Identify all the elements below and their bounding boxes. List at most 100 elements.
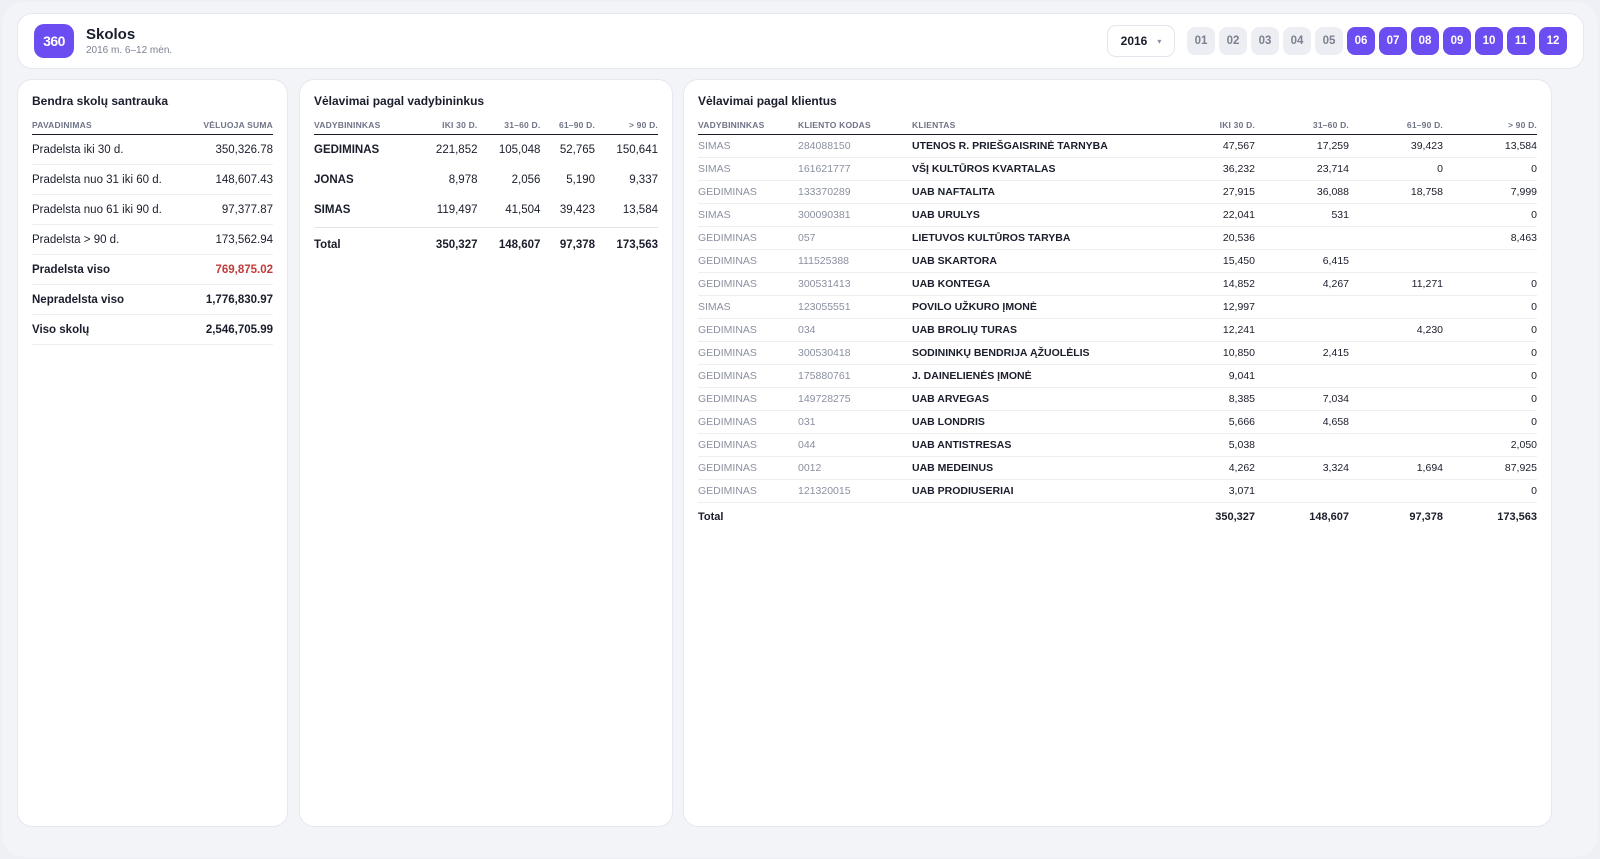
clients-cell-over-90: 13,584: [1443, 134, 1537, 158]
clients-cell-over-90: 0: [1443, 479, 1537, 503]
clients-row: GEDIMINAS 149728275 UAB ARVEGAS 8,385 7,034 0: [698, 387, 1537, 411]
summary-row: Pradelsta viso 769,875.02: [32, 254, 273, 285]
clients-cell-iki-30: 8,385: [1161, 387, 1255, 411]
month-button-07[interactable]: 07: [1379, 27, 1407, 55]
clients-cell-code: 161621777: [798, 157, 912, 181]
managers-col-90: 61–90 D.: [540, 120, 596, 135]
managers-total-over-90: 173,563: [595, 227, 658, 262]
year-select[interactable]: 2016 ▾: [1107, 25, 1175, 57]
summary-row-value: 350,326.78: [188, 134, 273, 165]
month-button-11[interactable]: 11: [1507, 27, 1535, 55]
clients-cell-manager: GEDIMINAS: [698, 364, 798, 388]
clients-cell-over-90: 0: [1443, 295, 1537, 319]
month-button-05[interactable]: 05: [1315, 27, 1343, 55]
clients-cell-61-90: [1349, 410, 1443, 434]
clients-cell-over-90: 0: [1443, 157, 1537, 181]
summary-row-value: 1,776,830.97: [188, 284, 273, 315]
summary-card-title: Bendra skolų santrauka: [32, 94, 169, 108]
month-button-02[interactable]: 02: [1219, 27, 1247, 55]
month-selector: 01 02 03 04 05 06 07 08 09 10 11 12: [1187, 27, 1567, 55]
clients-cell-61-90: 11,271: [1349, 272, 1443, 296]
clients-cell-code: 300531413: [798, 272, 912, 296]
clients-col-over90: > 90 D.: [1443, 120, 1537, 135]
clients-cell-iki-30: 5,666: [1161, 410, 1255, 434]
clients-cell-client: UAB BROLIŲ TURAS: [912, 318, 1161, 342]
month-button-06[interactable]: 06: [1347, 27, 1375, 55]
month-button-04[interactable]: 04: [1283, 27, 1311, 55]
managers-cell-61-90: 39,423: [559, 203, 596, 216]
clients-row: GEDIMINAS 0012 UAB MEDEINUS 4,262 3,324 1,694…: [698, 456, 1537, 480]
clients-cell-over-90: 87,925: [1443, 456, 1537, 480]
clients-row: GEDIMINAS 121320015 UAB PRODIUSERIAI 3,071 0: [698, 479, 1537, 503]
clients-total-manager: Total: [698, 502, 798, 531]
clients-cell-code: 284088150: [798, 134, 912, 158]
clients-cell-manager: GEDIMINAS: [698, 226, 798, 250]
clients-cell-31-60: 36,088: [1255, 180, 1349, 204]
clients-cell-manager: SIMAS: [698, 203, 798, 227]
managers-row: JONAS 8,978 2,056 5,190 9,337: [314, 165, 658, 195]
managers-col-manager: VADYBININKAS: [314, 120, 415, 135]
clients-cell-manager: SIMAS: [698, 157, 798, 181]
clients-cell-61-90: 1,694: [1349, 456, 1443, 480]
clients-cell-manager: GEDIMINAS: [698, 433, 798, 457]
clients-cell-over-90: 0: [1443, 318, 1537, 342]
clients-cell-manager: GEDIMINAS: [698, 180, 798, 204]
clients-row: GEDIMINAS 034 UAB BROLIŲ TURAS 12,241 4,230 0: [698, 318, 1537, 342]
clients-total-over-90: 173,563: [1443, 502, 1537, 531]
month-button-12[interactable]: 12: [1539, 27, 1567, 55]
clients-cell-61-90: 18,758: [1349, 180, 1443, 204]
summary-row-name: Viso skolų: [32, 314, 189, 345]
clients-cell-over-90: 7,999: [1443, 180, 1537, 204]
clients-row: GEDIMINAS 300530418 SODININKŲ BENDRIJA ĄŽU…: [698, 341, 1537, 365]
managers-total-iki-30: 350,327: [414, 227, 478, 262]
clients-header-row: VADYBININKAS KLIENTO KODAS KLIENTAS IKI …: [698, 120, 1537, 135]
page-subtitle: 2016 m. 6–12 mėn.: [86, 44, 173, 56]
managers-total-manager: Total: [314, 227, 415, 262]
clients-cell-over-90: 8,463: [1443, 226, 1537, 250]
clients-cell-client: UAB ARVEGAS: [912, 387, 1161, 411]
summary-row-value: 769,875.02: [188, 254, 273, 285]
clients-cell-code: 044: [798, 433, 912, 457]
month-button-10[interactable]: 10: [1475, 27, 1503, 55]
managers-card: Vėlavimai pagal vadybininkus VADYBININKA…: [300, 80, 672, 826]
clients-col-client: KLIENTAS: [912, 120, 1161, 135]
clients-cell-31-60: 2,415: [1255, 341, 1349, 365]
month-button-09[interactable]: 09: [1443, 27, 1471, 55]
managers-header-row: VADYBININKAS IKI 30 D. 31–60 D. 61–90 D.…: [314, 120, 658, 135]
clients-cell-iki-30: 14,852: [1161, 272, 1255, 296]
clients-cell-code: 123055551: [798, 295, 912, 319]
month-button-03[interactable]: 03: [1251, 27, 1279, 55]
clients-cell-iki-30: 4,262: [1161, 456, 1255, 480]
summary-row-name: Pradelsta iki 30 d.: [32, 134, 189, 165]
clients-cell-31-60: 531: [1255, 203, 1349, 227]
managers-total-31-60: 148,607: [477, 227, 541, 262]
clients-cell-61-90: [1349, 203, 1443, 227]
month-button-08[interactable]: 08: [1411, 27, 1439, 55]
clients-cell-31-60: 7,034: [1255, 387, 1349, 411]
month-button-01[interactable]: 01: [1187, 27, 1215, 55]
clients-cell-code: 057: [798, 226, 912, 250]
clients-cell-client: UAB MEDEINUS: [912, 456, 1161, 480]
clients-cell-manager: GEDIMINAS: [698, 479, 798, 503]
managers-row: GEDIMINAS 221,852 105,048 52,765 150,641: [314, 135, 658, 165]
managers-col-over90: > 90 D.: [595, 120, 658, 135]
summary-card: Bendra skolų santrauka PAVADINIMAS VĖLUO…: [18, 80, 287, 826]
managers-cell-61-90: 52,765: [559, 143, 596, 156]
clients-row: GEDIMINAS 175880761 J. DAINELIENĖS ĮMONĖ 9,…: [698, 364, 1537, 388]
clients-cell-over-90: 2,050: [1443, 433, 1537, 457]
clients-cell-code: 149728275: [798, 387, 912, 411]
managers-cell-31-60: 41,504: [505, 203, 541, 216]
clients-cell-manager: GEDIMINAS: [698, 318, 798, 342]
managers-cell-31-60: 2,056: [511, 173, 541, 186]
clients-cell-iki-30: 9,041: [1161, 364, 1255, 388]
clients-cell-31-60: [1255, 318, 1349, 342]
clients-row: GEDIMINAS 133370289 UAB NAFTALITA 27,915 36,…: [698, 180, 1537, 204]
clients-cell-code: 121320015: [798, 479, 912, 503]
clients-cell-client: UAB ANTISTRESAS: [912, 433, 1161, 457]
clients-total-31-60: 148,607: [1255, 502, 1349, 531]
clients-cell-31-60: [1255, 295, 1349, 319]
clients-col-code: KLIENTO KODAS: [798, 120, 912, 135]
clients-row: SIMAS 161621777 VŠĮ KULTŪROS KVARTALAS 36,2…: [698, 157, 1537, 181]
clients-cell-over-90: 0: [1443, 272, 1537, 296]
managers-cell-over-90: 13,584: [622, 203, 658, 216]
